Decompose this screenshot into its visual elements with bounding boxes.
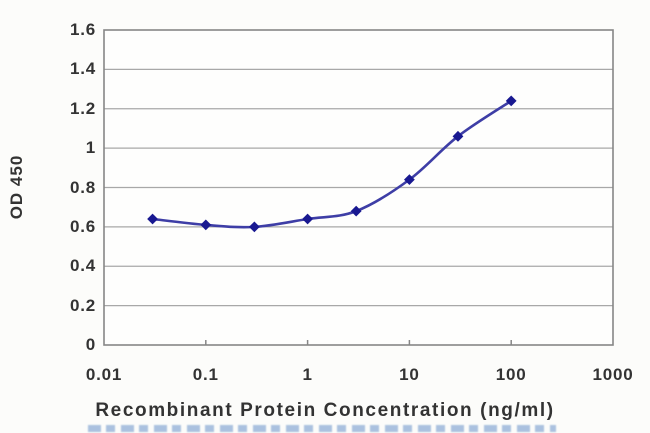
y-tick-label: 0.6 [69, 216, 96, 236]
x-tick-label: 0.1 [192, 365, 219, 384]
x-tick-label: 1000 [592, 365, 634, 384]
data-point-marker [350, 205, 362, 217]
x-tick-label: 100 [495, 365, 527, 384]
data-point-marker [404, 174, 415, 186]
data-point-marker [248, 221, 260, 233]
x-axis-title: Recombinant Protein Concentration (ng/ml… [95, 400, 555, 421]
y-tick-label: 1 [85, 138, 96, 158]
data-point-marker [147, 213, 158, 225]
cropped-text-strip [88, 425, 556, 432]
y-tick-label: 1.4 [69, 59, 96, 79]
data-point-marker [452, 130, 464, 142]
x-tick-label: 10 [399, 365, 420, 384]
y-axis-title: OD 450 [7, 154, 26, 220]
data-point-marker [505, 95, 517, 107]
x-tick-label: 1 [302, 365, 313, 384]
y-tick-label: 0.4 [69, 256, 96, 276]
y-tick-label: 0 [85, 335, 96, 354]
y-tick-label: 1.2 [69, 98, 96, 118]
plot-border [103, 29, 614, 346]
y-tick-label: 1.6 [69, 20, 96, 39]
data-point-marker [302, 213, 313, 225]
x-tick-label: 0.01 [85, 365, 123, 384]
y-tick-label: 0.8 [69, 177, 96, 197]
data-point-marker [200, 219, 212, 231]
y-tick-label: 0.2 [69, 295, 96, 315]
